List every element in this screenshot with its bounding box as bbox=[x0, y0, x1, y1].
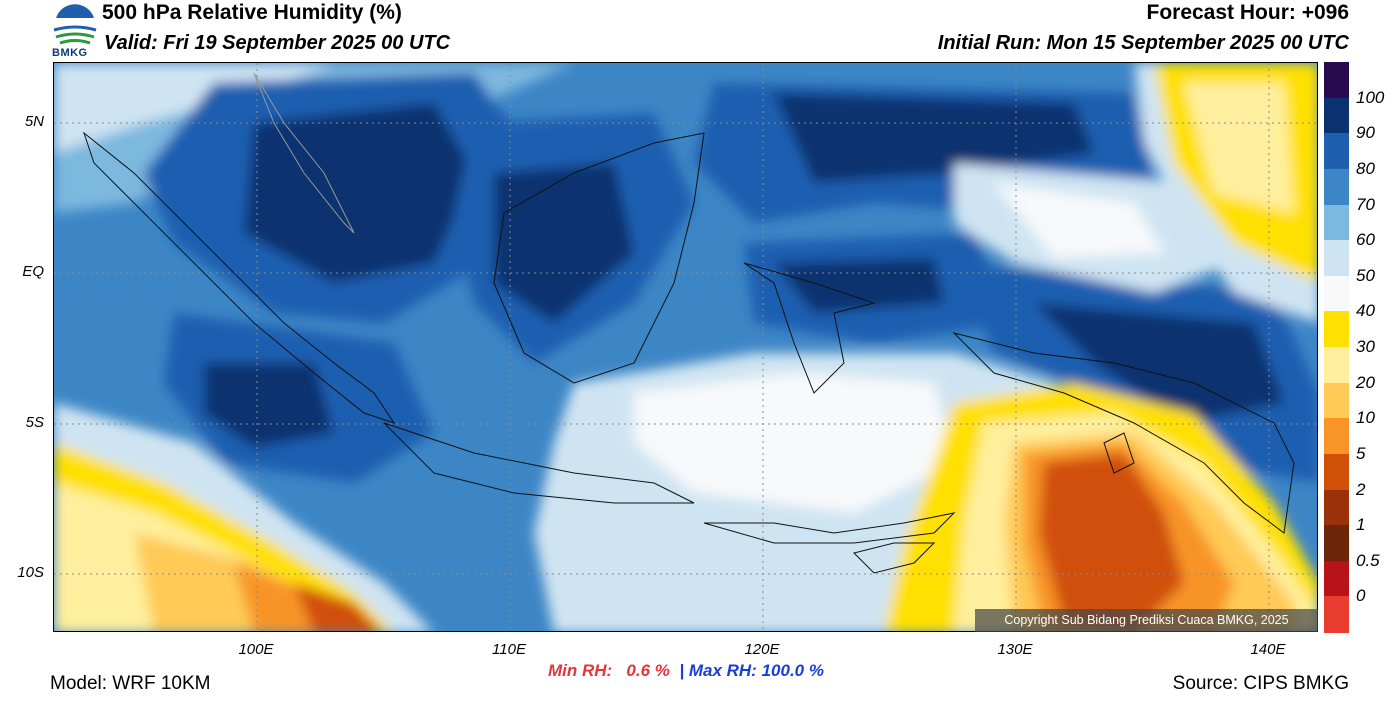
initial-run: Initial Run: Mon 15 September 2025 00 UT… bbox=[937, 32, 1349, 54]
colorbar-segment bbox=[1324, 97, 1349, 134]
colorbar-label: 20 bbox=[1356, 372, 1375, 392]
colorbar-segment bbox=[1324, 133, 1349, 170]
colorbar-label: 90 bbox=[1356, 123, 1375, 143]
colorbar-segment bbox=[1324, 596, 1349, 633]
model-label: Model: WRF 10KM bbox=[50, 673, 211, 694]
bmkg-logo bbox=[50, 0, 100, 62]
colorbar-label: 0.5 bbox=[1356, 550, 1380, 570]
forecast-hour: Forecast Hour: +096 bbox=[1146, 1, 1350, 24]
logo-text: BMKG bbox=[52, 47, 88, 59]
colorbar-label: 5 bbox=[1356, 443, 1366, 463]
colorbar-label: 30 bbox=[1356, 337, 1375, 356]
lon-tick-140e: 140E bbox=[1250, 641, 1286, 658]
colorbar-segment bbox=[1324, 560, 1349, 597]
colorbar-segment bbox=[1324, 62, 1349, 99]
map-title: 500 hPa Relative Humidity (%) bbox=[102, 1, 402, 24]
lon-tick-110e: 110E bbox=[492, 641, 526, 658]
colorbar-label: 1 bbox=[1356, 515, 1366, 535]
colorbar-segment bbox=[1324, 525, 1349, 562]
colorbar-label: 60 bbox=[1356, 230, 1375, 250]
colorbar-label: 2 bbox=[1356, 479, 1366, 499]
lat-tick-5s: 5S bbox=[25, 414, 44, 431]
humidity-map bbox=[53, 62, 1318, 632]
colorbar-label: 70 bbox=[1356, 194, 1375, 214]
colorbar-segment bbox=[1324, 311, 1349, 348]
colorbar bbox=[1324, 62, 1349, 633]
colorbar-segment bbox=[1324, 382, 1349, 419]
colorbar-segment bbox=[1324, 240, 1349, 277]
colorbar-segment bbox=[1324, 168, 1349, 205]
lat-tick-10s: 10S bbox=[17, 564, 44, 581]
colorbar-label: 40 bbox=[1356, 301, 1375, 321]
copyright-notice: Copyright Sub Bidang Prediksi Cuaca BMKG… bbox=[975, 609, 1318, 632]
colorbar-segment bbox=[1324, 418, 1349, 455]
min-rh-label: Min RH: bbox=[548, 661, 613, 680]
lat-tick-5n: 5N bbox=[24, 113, 44, 130]
source-label: Source: CIPS BMKG bbox=[1172, 673, 1349, 694]
stats-separator: | bbox=[679, 661, 685, 680]
max-rh-value: 100.0 % bbox=[761, 661, 824, 680]
min-rh-value: 0.6 % bbox=[626, 661, 670, 680]
colorbar-label: 0 bbox=[1356, 586, 1366, 606]
lat-tick-eq: EQ bbox=[22, 263, 44, 280]
valid-time: Valid: Fri 19 September 2025 00 UTC bbox=[104, 32, 451, 54]
colorbar-label: 80 bbox=[1356, 158, 1375, 178]
colorbar-segment bbox=[1324, 204, 1349, 241]
colorbar-label: 100 bbox=[1356, 87, 1385, 107]
colorbar-segment bbox=[1324, 347, 1349, 384]
max-rh-label: Max RH: bbox=[688, 661, 757, 680]
rh-stats: Min RH: 0.6 % | Max RH: 100.0 % bbox=[548, 661, 824, 681]
colorbar-segment bbox=[1324, 489, 1349, 526]
lon-tick-130e: 130E bbox=[997, 641, 1033, 658]
lon-tick-100e: 100E bbox=[238, 641, 274, 658]
colorbar-segment bbox=[1324, 275, 1349, 312]
lon-tick-120e: 120E bbox=[744, 641, 780, 658]
colorbar-label: 50 bbox=[1356, 265, 1375, 285]
colorbar-label: 10 bbox=[1356, 408, 1375, 428]
colorbar-segment bbox=[1324, 453, 1349, 490]
